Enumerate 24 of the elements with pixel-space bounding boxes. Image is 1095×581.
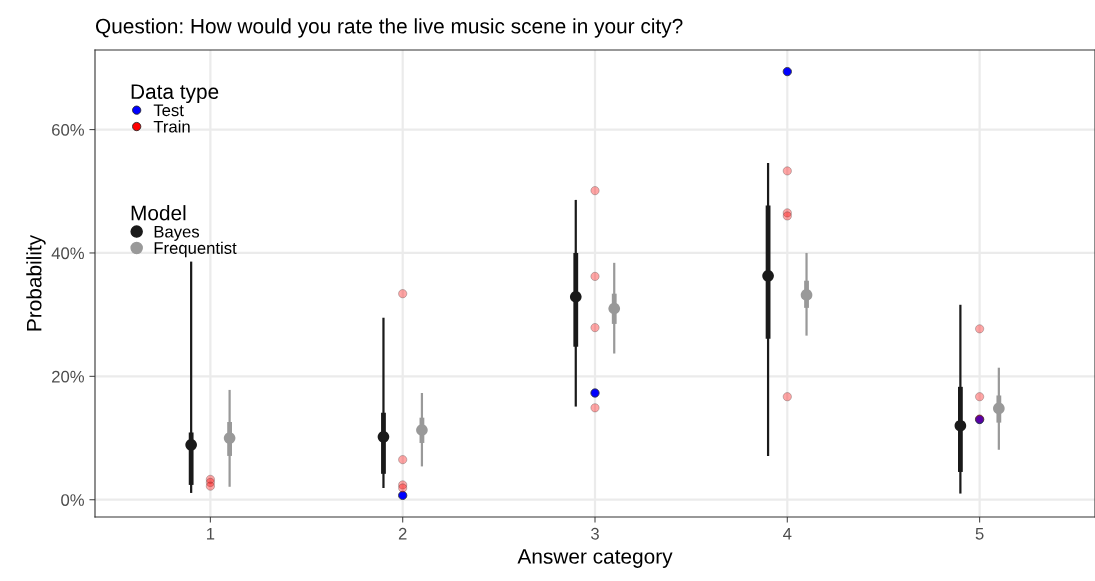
y-tick-label: 60% bbox=[52, 123, 84, 136]
x-axis-title: Answer category bbox=[517, 549, 673, 568]
text: Model bbox=[131, 205, 186, 221]
y-axis-title: Probability bbox=[26, 234, 46, 331]
y-tick-label: 0% bbox=[61, 494, 84, 506]
y-tick-label: 20% bbox=[52, 370, 84, 383]
legend-label: Test bbox=[153, 104, 184, 117]
x-tick-label: 3 bbox=[591, 527, 599, 540]
x-tick-label: 5 bbox=[975, 528, 984, 540]
point bbox=[762, 269, 774, 282]
legend-label: Frequentist bbox=[154, 241, 237, 258]
legend-label: Train bbox=[153, 120, 190, 133]
point bbox=[185, 439, 197, 451]
x-tick-label: 2 bbox=[398, 527, 407, 540]
point bbox=[954, 419, 967, 432]
text: Data type bbox=[131, 84, 219, 104]
point bbox=[608, 302, 621, 315]
chart-title: Question: How would you rate the live music scene in your city? bbox=[95, 18, 683, 38]
y-tick-label: 40% bbox=[51, 247, 84, 260]
legend-label: Bayes bbox=[154, 225, 200, 241]
x-tick-label: 1 bbox=[207, 528, 215, 540]
x-tick-label: 4 bbox=[783, 528, 792, 540]
point bbox=[569, 290, 582, 303]
point bbox=[377, 430, 390, 443]
